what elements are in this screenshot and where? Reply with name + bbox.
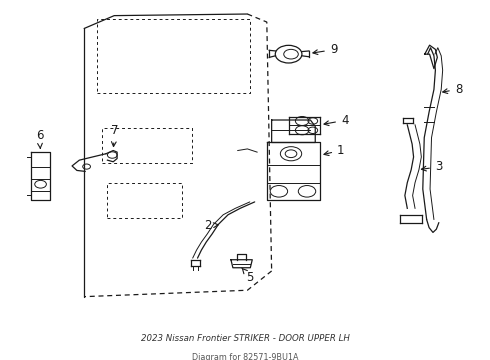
Text: 8: 8 xyxy=(443,83,462,96)
Text: 9: 9 xyxy=(313,43,337,56)
Text: 6: 6 xyxy=(36,129,43,148)
Text: 2023 Nissan Frontier STRIKER - DOOR UPPER LH: 2023 Nissan Frontier STRIKER - DOOR UPPE… xyxy=(141,334,349,343)
Text: 3: 3 xyxy=(421,161,442,174)
Text: 7: 7 xyxy=(111,125,118,147)
Text: 4: 4 xyxy=(324,114,348,127)
Text: Diagram for 82571-9BU1A: Diagram for 82571-9BU1A xyxy=(192,354,298,360)
Text: 5: 5 xyxy=(242,268,254,284)
Text: 1: 1 xyxy=(324,144,344,157)
Text: 2: 2 xyxy=(204,219,218,232)
